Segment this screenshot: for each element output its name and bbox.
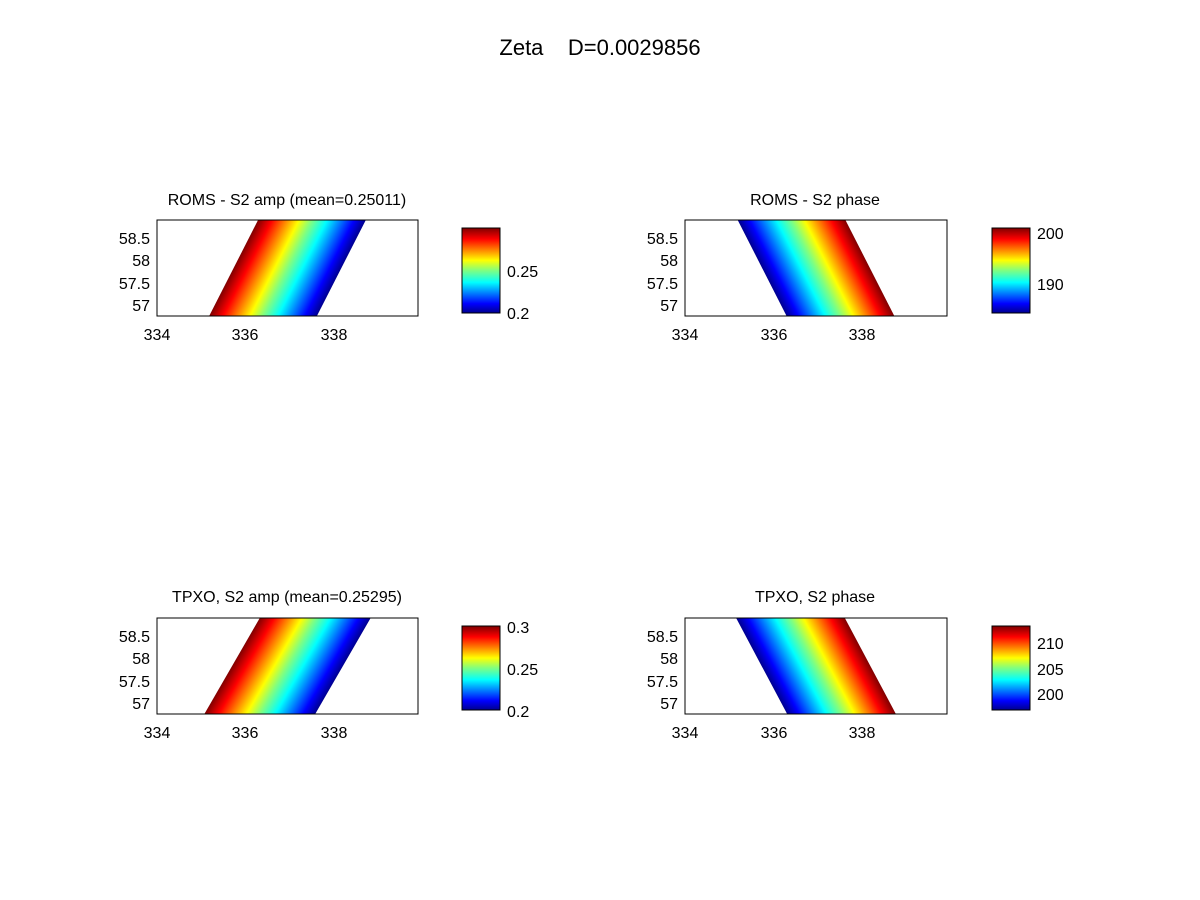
plot-frame	[684, 617, 948, 715]
y-axis: 58.5 58 57.5 57	[647, 629, 678, 713]
y-tick-label: 58.5	[119, 231, 150, 248]
x-tick-label: 336	[232, 725, 259, 742]
x-tick-label: 334	[144, 327, 171, 344]
subplot-title: TPXO, S2 phase	[755, 589, 875, 606]
subplot-roms-amp: ROMS - S2 amp (mean=0.25011) 58.5 58 57.…	[119, 192, 538, 344]
subplot-title: ROMS - S2 phase	[750, 192, 880, 209]
x-tick-label: 338	[321, 327, 348, 344]
colorbar-tick-label: 210	[1037, 636, 1064, 653]
colorbar-tick-label: 205	[1037, 662, 1064, 679]
y-axis: 58.5 58 57.5 57	[647, 231, 678, 315]
x-tick-label: 338	[849, 725, 876, 742]
y-tick-label: 57	[132, 696, 150, 713]
colorbar-gradient	[991, 625, 1031, 711]
subplot-roms-phase: ROMS - S2 phase 58.5 58 57.5 57 334 336 …	[647, 192, 1064, 344]
y-tick-label: 58	[132, 253, 150, 270]
colorbar-tick-label: 190	[1037, 277, 1064, 294]
heatmap-fill	[180, 618, 395, 714]
x-axis: 334 336 338	[672, 327, 876, 344]
y-tick-label: 58	[660, 253, 678, 270]
plot-frame	[156, 219, 419, 317]
x-tick-label: 336	[761, 725, 788, 742]
subplot-title: TPXO, S2 amp (mean=0.25295)	[172, 589, 402, 606]
colorbar: 210 205 200	[991, 625, 1064, 711]
y-tick-label: 57.5	[647, 674, 678, 691]
colorbar-gradient	[461, 227, 501, 314]
heatmap-field	[185, 220, 390, 316]
y-tick-label: 58.5	[119, 629, 150, 646]
colorbar-tick-label: 0.25	[507, 662, 538, 679]
colorbar-tick-label: 0.3	[507, 620, 529, 637]
heatmap-field	[713, 220, 919, 316]
colorbar: 0.3 0.25 0.2	[461, 620, 538, 721]
heatmap-field	[712, 618, 920, 714]
x-axis: 334 336 338	[144, 725, 348, 742]
heatmap-fill	[712, 618, 920, 714]
y-tick-label: 57	[132, 298, 150, 315]
x-tick-label: 336	[232, 327, 259, 344]
y-tick-label: 57.5	[119, 276, 150, 293]
x-axis: 334 336 338	[144, 327, 348, 344]
colorbar-tick-label: 0.2	[507, 704, 529, 721]
x-axis: 334 336 338	[672, 725, 876, 742]
y-axis: 58.5 58 57.5 57	[119, 629, 150, 713]
heatmap-field	[180, 618, 395, 714]
x-tick-label: 334	[672, 327, 699, 344]
colorbar-gradient	[991, 227, 1031, 314]
subplot-tpxo-amp: TPXO, S2 amp (mean=0.25295) 58.5 58 57.5…	[119, 589, 538, 742]
x-tick-label: 338	[321, 725, 348, 742]
y-tick-label: 58.5	[647, 629, 678, 646]
figure-suptitle: Zeta D=0.0029856	[499, 35, 700, 60]
y-axis: 58.5 58 57.5 57	[119, 231, 150, 315]
colorbar: 200 190	[991, 226, 1064, 314]
colorbar-tick-label: 0.25	[507, 264, 538, 281]
subplot-tpxo-phase: TPXO, S2 phase 58.5 58 57.5 57 334 336 3…	[647, 589, 1064, 742]
heatmap-fill	[185, 220, 390, 316]
x-tick-label: 338	[849, 327, 876, 344]
x-tick-label: 336	[761, 327, 788, 344]
colorbar-gradient	[461, 625, 501, 711]
colorbar-tick-label: 200	[1037, 687, 1064, 704]
y-tick-label: 57	[660, 298, 678, 315]
subplot-title: ROMS - S2 amp (mean=0.25011)	[168, 192, 406, 209]
y-tick-label: 57.5	[647, 276, 678, 293]
colorbar: 0.25 0.2	[461, 227, 538, 323]
heatmap-fill	[713, 220, 919, 316]
colorbar-tick-label: 0.2	[507, 306, 529, 323]
plot-frame	[156, 617, 419, 715]
x-tick-label: 334	[144, 725, 171, 742]
x-tick-label: 334	[672, 725, 699, 742]
y-tick-label: 58.5	[647, 231, 678, 248]
colorbar-tick-label: 200	[1037, 226, 1064, 243]
y-tick-label: 58	[132, 651, 150, 668]
plot-frame	[684, 219, 948, 317]
y-tick-label: 58	[660, 651, 678, 668]
y-tick-label: 57	[660, 696, 678, 713]
y-tick-label: 57.5	[119, 674, 150, 691]
